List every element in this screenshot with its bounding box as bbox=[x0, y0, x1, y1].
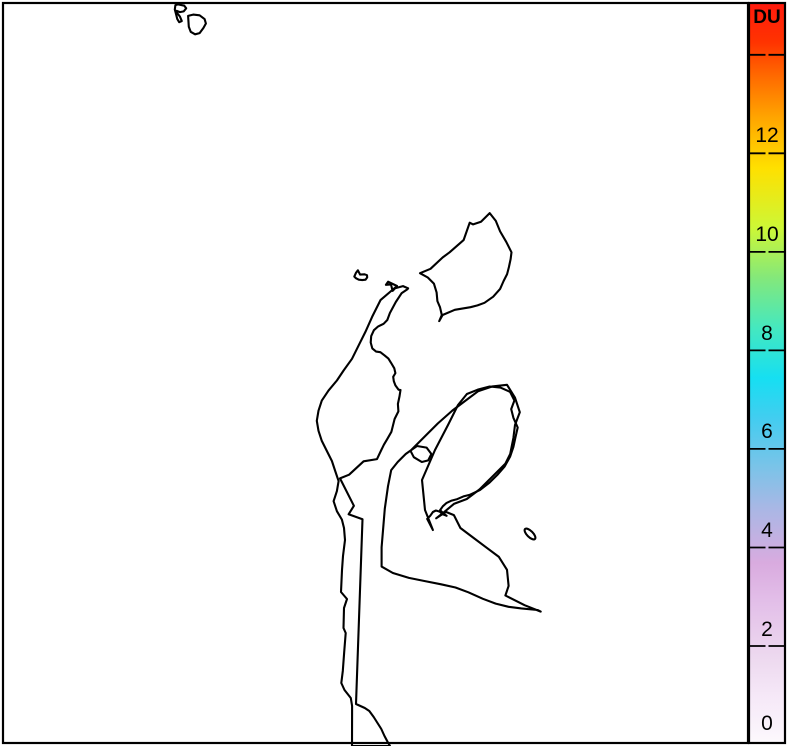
svg-text:4: 4 bbox=[761, 519, 773, 542]
svg-text:0: 0 bbox=[761, 712, 773, 735]
svg-text:10: 10 bbox=[755, 223, 778, 246]
svg-text:12: 12 bbox=[755, 124, 778, 147]
svg-text:8: 8 bbox=[761, 322, 773, 345]
svg-text:2: 2 bbox=[761, 618, 773, 641]
svg-text:DU: DU bbox=[753, 7, 780, 28]
svg-text:6: 6 bbox=[761, 420, 773, 443]
